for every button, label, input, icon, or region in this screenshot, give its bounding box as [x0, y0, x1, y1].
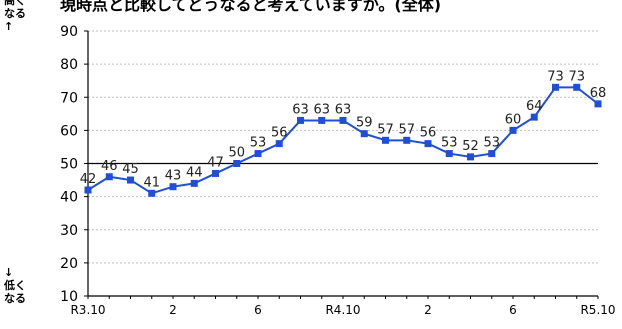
- data-point: [105, 173, 113, 181]
- data-label: 59: [356, 116, 373, 131]
- data-label: 52: [462, 139, 479, 154]
- data-point: [233, 160, 241, 167]
- data-point: [573, 83, 581, 91]
- data-label: 63: [292, 102, 309, 117]
- data-label: 53: [250, 136, 267, 151]
- data-point: [84, 186, 92, 194]
- y-tick-label: 40: [60, 190, 78, 206]
- data-point: [339, 116, 347, 124]
- data-label: 43: [165, 169, 182, 184]
- data-point: [530, 113, 538, 121]
- data-point: [212, 169, 219, 177]
- data-point: [360, 130, 368, 138]
- data-point: [594, 100, 602, 108]
- data-point: [190, 179, 198, 187]
- data-labels: 42 46 45 41 43 44 47 50 53 56 63 63 63 59 57 57 56 53 52 53…: [80, 69, 607, 190]
- x-tick-label: R3.10: [70, 303, 105, 317]
- data-label: 63: [335, 102, 352, 117]
- y-tick-label: 10: [60, 289, 78, 305]
- data-point: [552, 83, 559, 91]
- data-label: 73: [568, 69, 585, 84]
- data-label: 53: [483, 136, 500, 151]
- data-label: 57: [398, 122, 415, 137]
- down-arrow-icon: ↓: [4, 266, 14, 279]
- data-point: [403, 136, 411, 144]
- data-point: [169, 183, 177, 191]
- data-point: [488, 150, 496, 158]
- gridlines: [88, 30, 598, 264]
- data-point: [275, 140, 283, 148]
- y-axis-ticks: 10 20 30 40 50 60 70 80 90: [60, 24, 88, 305]
- data-label: 45: [122, 162, 139, 177]
- x-tick-label: 2: [424, 303, 432, 317]
- y-tick-label: 90: [60, 24, 78, 40]
- data-point: [254, 150, 262, 158]
- data-label: 50: [228, 146, 245, 161]
- x-tick-label: R4.10: [325, 303, 360, 317]
- y-axis-bottom-annotation: ↓ 低く なる: [4, 266, 26, 305]
- data-point: [318, 116, 326, 124]
- y-axis-top-annotation-line: なる: [4, 7, 26, 20]
- data-markers: [84, 83, 602, 197]
- data-label: 42: [80, 172, 97, 187]
- data-point: [297, 116, 304, 124]
- data-label: 64: [526, 99, 543, 114]
- x-tick-label: 6: [509, 303, 517, 317]
- data-point: [127, 176, 134, 184]
- data-point: [148, 189, 156, 197]
- data-label: 44: [186, 165, 203, 180]
- data-label: 56: [271, 126, 288, 141]
- y-tick-label: 80: [60, 57, 78, 73]
- data-label: 68: [590, 86, 607, 101]
- y-tick-label: 30: [60, 223, 78, 239]
- x-tick-label: 2: [169, 303, 177, 317]
- data-point: [509, 126, 517, 134]
- data-label: 73: [547, 69, 564, 84]
- chart-title: 現時点と比較してどうなると考えていますか。(全体): [60, 0, 442, 14]
- y-axis-bottom-annotation-line: 低く: [4, 279, 26, 292]
- data-label: 47: [207, 155, 224, 170]
- x-tick-label: 6: [254, 303, 262, 317]
- y-tick-label: 20: [60, 256, 78, 272]
- up-arrow-icon: ↑: [4, 20, 14, 33]
- data-label: 46: [101, 159, 118, 174]
- y-axis-bottom-annotation-line: なる: [4, 292, 26, 305]
- data-label: 53: [441, 136, 458, 151]
- data-point: [382, 136, 389, 144]
- y-tick-label: 60: [60, 123, 78, 139]
- x-tick-label: R5.10: [580, 303, 615, 317]
- y-axis-top-annotation: 高く なる ↑: [4, 0, 26, 33]
- x-axis-ticks: R3.10 2 6 R4.10 2 6 R5.10: [70, 296, 616, 317]
- y-tick-label: 70: [60, 90, 78, 106]
- data-label: 56: [420, 126, 437, 141]
- data-label: 60: [505, 112, 522, 127]
- y-axis-top-annotation-line: 高く: [4, 0, 26, 7]
- data-point: [467, 153, 474, 161]
- data-label: 57: [377, 122, 394, 137]
- data-label: 41: [143, 175, 160, 190]
- y-tick-label: 50: [60, 157, 78, 173]
- data-point: [445, 150, 453, 158]
- data-label: 63: [313, 102, 330, 117]
- data-point: [424, 140, 432, 148]
